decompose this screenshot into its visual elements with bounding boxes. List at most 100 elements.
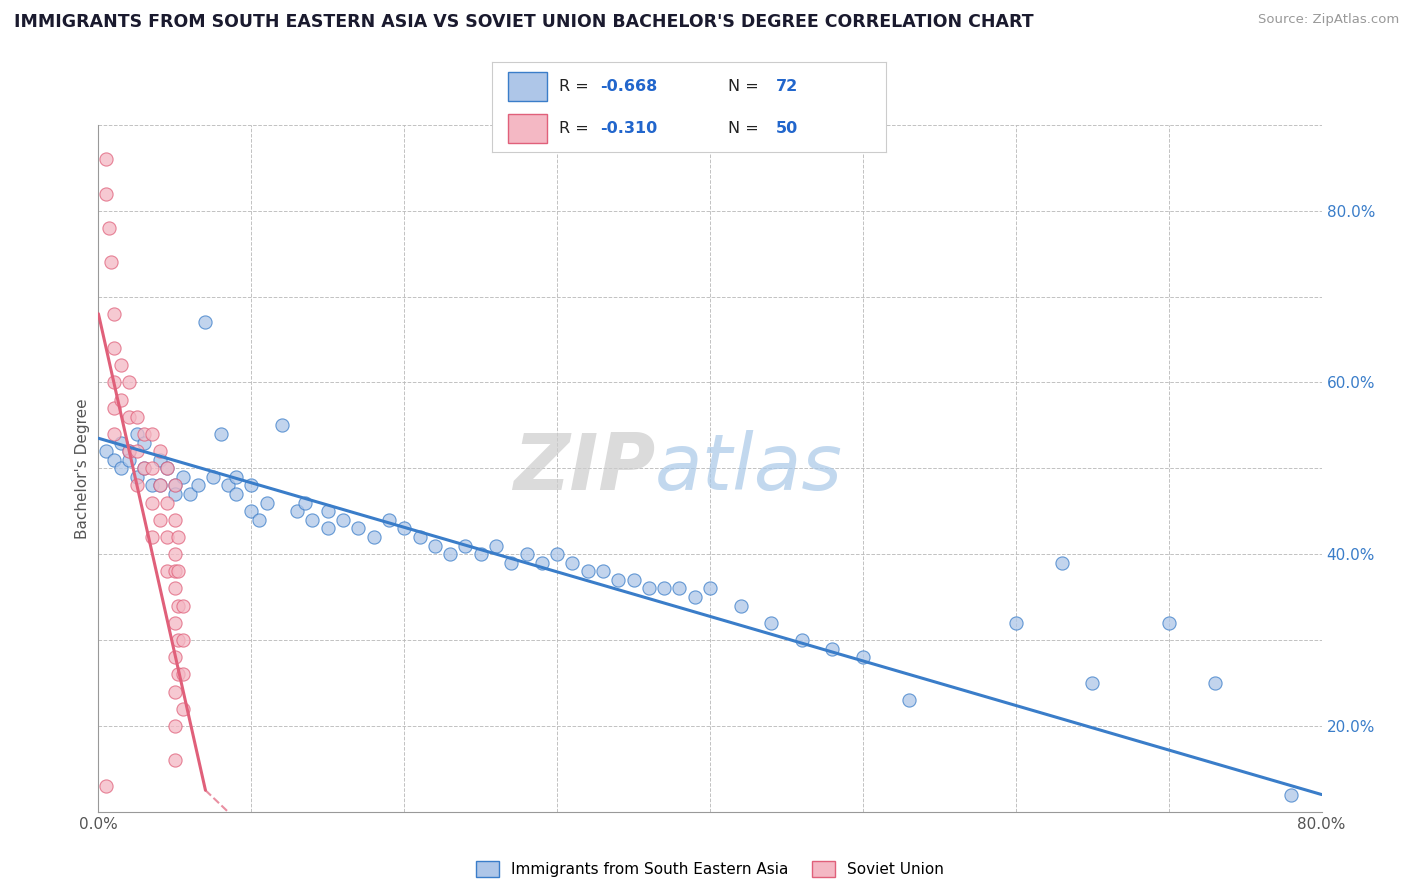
Point [1157, 615, 1180, 630]
Point [163, 719, 186, 733]
Text: 50: 50 [776, 121, 797, 136]
Point [163, 478, 186, 492]
Point [110, 358, 132, 373]
Point [285, 504, 308, 518]
Point [163, 753, 186, 767]
Point [217, 478, 239, 492]
Point [637, 582, 661, 596]
Point [423, 539, 446, 553]
Point [118, 409, 141, 424]
Point [316, 521, 339, 535]
Point [167, 599, 190, 613]
Text: R =: R = [560, 121, 593, 136]
Point [134, 461, 156, 475]
Point [118, 376, 141, 390]
Point [163, 487, 186, 501]
Point [821, 641, 844, 656]
Point [247, 513, 270, 527]
Point [149, 478, 172, 492]
Point [125, 409, 148, 424]
Point [110, 435, 132, 450]
Point [156, 461, 179, 475]
Point [202, 470, 225, 484]
Point [852, 650, 875, 665]
Point [240, 478, 263, 492]
Point [301, 513, 323, 527]
Point [134, 435, 156, 450]
Point [156, 461, 179, 475]
Point [163, 615, 186, 630]
Point [546, 547, 568, 561]
Point [270, 418, 292, 433]
Point [156, 495, 179, 509]
Point [194, 315, 217, 329]
Point [141, 530, 163, 544]
Text: -0.668: -0.668 [600, 79, 658, 94]
Y-axis label: Bachelor's Degree: Bachelor's Degree [75, 398, 90, 539]
Point [141, 478, 163, 492]
Point [149, 513, 172, 527]
Point [98, 220, 121, 235]
Point [530, 556, 553, 570]
Point [103, 307, 125, 321]
Point [103, 341, 125, 355]
Point [163, 478, 186, 492]
Point [118, 452, 141, 467]
Point [163, 513, 186, 527]
Point [652, 582, 675, 596]
Point [790, 633, 813, 648]
Point [141, 426, 163, 441]
Point [149, 478, 172, 492]
Point [1004, 615, 1026, 630]
Point [149, 452, 172, 467]
Point [623, 573, 645, 587]
Point [363, 530, 385, 544]
Text: -0.310: -0.310 [600, 121, 658, 136]
Point [167, 633, 190, 648]
Point [332, 513, 354, 527]
Point [897, 693, 920, 707]
Point [163, 684, 186, 698]
Point [118, 444, 141, 458]
Point [110, 392, 132, 407]
Text: R =: R = [560, 79, 593, 94]
Point [100, 255, 122, 269]
Point [699, 582, 721, 596]
Point [167, 564, 190, 578]
Point [683, 590, 706, 604]
Point [141, 495, 163, 509]
Point [607, 573, 630, 587]
Point [134, 426, 156, 441]
Text: N =: N = [728, 121, 765, 136]
Point [225, 470, 247, 484]
Point [163, 650, 186, 665]
Point [125, 470, 148, 484]
Text: 72: 72 [776, 79, 797, 94]
Point [125, 444, 148, 458]
Point [94, 186, 117, 201]
Point [759, 615, 782, 630]
Point [163, 582, 186, 596]
Point [94, 444, 117, 458]
Point [470, 547, 492, 561]
Point [378, 513, 401, 527]
Point [103, 452, 125, 467]
Point [163, 547, 186, 561]
Point [156, 530, 179, 544]
Point [167, 667, 190, 681]
Point [172, 667, 194, 681]
Point [94, 779, 117, 793]
Point [209, 426, 232, 441]
Point [125, 478, 148, 492]
Point [172, 470, 194, 484]
Point [576, 564, 599, 578]
Point [392, 521, 416, 535]
Point [172, 599, 194, 613]
Point [163, 564, 186, 578]
Legend: Immigrants from South Eastern Asia, Soviet Union: Immigrants from South Eastern Asia, Sovi… [470, 855, 950, 883]
Point [149, 444, 172, 458]
Point [256, 495, 278, 509]
Point [134, 461, 156, 475]
Point [103, 376, 125, 390]
Text: ZIP: ZIP [513, 430, 655, 507]
